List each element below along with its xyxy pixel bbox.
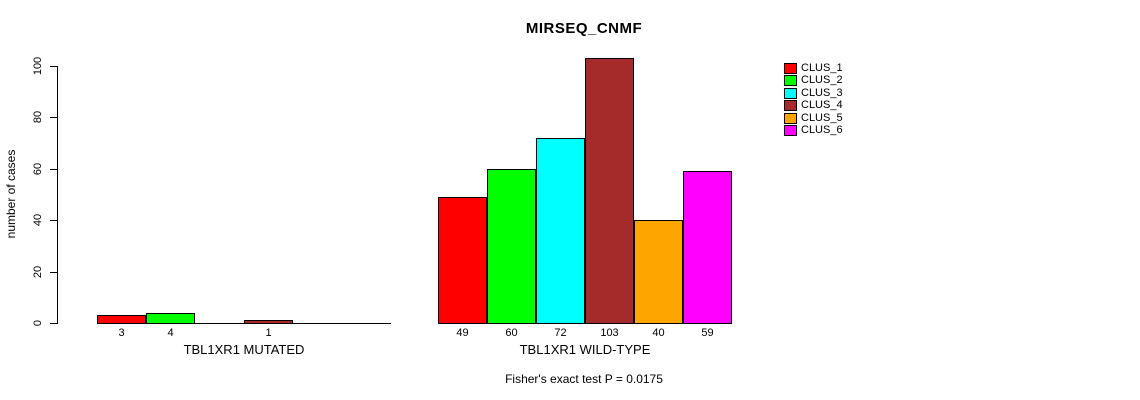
y-axis-tick	[50, 117, 57, 118]
bar-value-label: 3	[118, 327, 125, 339]
group-label: TBL1XR1 WILD-TYPE	[519, 342, 651, 357]
y-tick-label: 100	[32, 56, 44, 76]
legend-label: CLUS_1	[801, 62, 843, 74]
bar-clus_3	[536, 138, 585, 324]
bar-clus_4	[585, 58, 634, 324]
bar-clus_2	[146, 313, 195, 324]
bar-value-label: 60	[505, 327, 518, 339]
legend-item: CLUS_3	[784, 88, 843, 99]
y-axis-tick	[50, 272, 57, 273]
y-axis-tick	[50, 220, 57, 221]
legend-label: CLUS_3	[801, 87, 843, 99]
y-tick-label: 40	[32, 213, 44, 227]
chart-title: MIRSEQ_CNMF	[525, 20, 643, 37]
legend-label: CLUS_4	[801, 99, 843, 111]
y-axis-tick	[50, 169, 57, 170]
y-tick-label: 80	[32, 110, 44, 124]
legend-color-swatch	[784, 75, 797, 86]
bar-value-label: 49	[456, 327, 469, 339]
y-tick-label: 60	[32, 162, 44, 176]
legend-label: CLUS_5	[801, 112, 843, 124]
y-axis-tick	[50, 66, 57, 67]
bar-clus_1	[97, 315, 146, 324]
bar-value-label: 59	[701, 327, 714, 339]
bar-value-label: 4	[167, 327, 174, 339]
legend-item: CLUS_1	[784, 63, 843, 74]
fisher-test-footnote: Fisher's exact test P = 0.0175	[505, 372, 663, 386]
bar-value-label: 40	[652, 327, 665, 339]
bar-value-label: 72	[554, 327, 567, 339]
group-label: TBL1XR1 MUTATED	[183, 342, 305, 357]
bar-clus_2	[487, 169, 536, 324]
bar-value-label: 103	[600, 327, 619, 339]
y-axis-title: number of cases	[4, 149, 18, 239]
legend-item: CLUS_6	[784, 125, 843, 136]
legend-color-swatch	[784, 88, 797, 99]
legend-color-swatch	[784, 125, 797, 136]
legend-label: CLUS_6	[801, 124, 843, 136]
legend-color-swatch	[784, 100, 797, 111]
y-axis-tick	[50, 323, 57, 324]
legend-item: CLUS_4	[784, 100, 843, 111]
legend-item: CLUS_5	[784, 113, 843, 124]
bar-clus_1	[438, 197, 487, 324]
bar-clus_6	[683, 171, 732, 324]
legend-color-swatch	[784, 113, 797, 124]
bar-value-label: 1	[265, 327, 272, 339]
y-axis-line	[57, 66, 58, 324]
y-tick-label: 0	[32, 319, 44, 327]
bar-clus_5	[634, 220, 683, 324]
legend-label: CLUS_2	[801, 74, 843, 86]
legend-item: CLUS_2	[784, 75, 843, 86]
y-tick-label: 20	[32, 265, 44, 279]
bar-clus_4	[244, 320, 293, 324]
legend-color-swatch	[784, 63, 797, 74]
